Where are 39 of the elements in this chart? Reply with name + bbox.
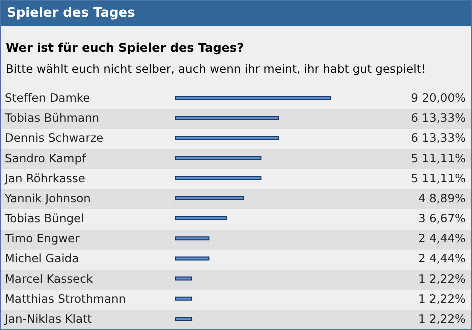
data-label: 3 6,67% xyxy=(418,212,466,226)
text: Bitte wählt euch nicht selber, auch wenn ihr meint, ihr habt gut gespielt! xyxy=(6,62,426,76)
bar xyxy=(175,96,331,100)
y-tick-label: Jan-Niklas Klatt xyxy=(4,312,93,326)
bar xyxy=(175,296,192,301)
y-tick-label: Michel Gaida xyxy=(5,252,80,266)
data-label: 5 11,11% xyxy=(411,171,466,186)
y-tick-label: Jan Röhrkasse xyxy=(4,171,86,186)
bar xyxy=(175,196,244,200)
bar xyxy=(175,156,262,160)
chart-subtitle: Wer ist für euch Spieler des Tages? xyxy=(6,41,244,55)
y-tick-label: Tobias Bühmann xyxy=(4,111,100,126)
data-label: 4 8,89% xyxy=(418,191,466,206)
data-label: 6 13,33% xyxy=(411,111,466,126)
data-label: 2 4,44% xyxy=(418,252,466,266)
data-label: 2 4,44% xyxy=(418,232,466,246)
bar xyxy=(175,316,192,321)
data-label: 5 11,11% xyxy=(411,151,466,166)
data-label: 9 20,00% xyxy=(411,91,466,106)
bar xyxy=(175,216,227,221)
y-tick-label: Matthias Strothmann xyxy=(5,292,126,306)
y-tick-label: Sandro Kampf xyxy=(5,151,87,166)
data-label: 1 2,22% xyxy=(418,312,466,326)
data-label: 1 2,22% xyxy=(418,292,466,306)
bar xyxy=(175,236,210,241)
y-tick-label: Dennis Schwarze xyxy=(5,131,104,146)
data-label: 6 13,33% xyxy=(411,131,466,146)
bar xyxy=(175,116,279,120)
y-tick-label: Steffen Damke xyxy=(5,91,90,106)
bar xyxy=(175,276,192,281)
y-tick-label: Tobias Büngel xyxy=(4,212,84,226)
text: Spieler des Tages xyxy=(1,1,471,26)
y-tick-label: Marcel Kasseck xyxy=(5,272,94,286)
bar xyxy=(175,176,262,180)
data-label: 1 2,22% xyxy=(418,272,466,286)
bar xyxy=(175,136,279,140)
bar xyxy=(175,256,210,261)
y-tick-label: Yannik Johnson xyxy=(4,191,91,206)
y-tick-label: Timo Engwer xyxy=(4,232,80,246)
